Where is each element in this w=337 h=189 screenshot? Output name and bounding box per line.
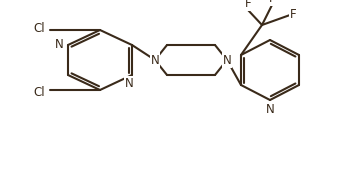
Text: Cl: Cl: [33, 22, 45, 35]
Text: N: N: [151, 53, 159, 67]
Text: N: N: [55, 39, 64, 51]
Text: N: N: [223, 53, 232, 67]
Text: F: F: [245, 0, 251, 10]
Text: N: N: [266, 103, 274, 116]
Text: F: F: [269, 0, 275, 5]
Text: Cl: Cl: [33, 85, 45, 98]
Text: F: F: [290, 9, 297, 22]
Text: N: N: [125, 77, 134, 90]
